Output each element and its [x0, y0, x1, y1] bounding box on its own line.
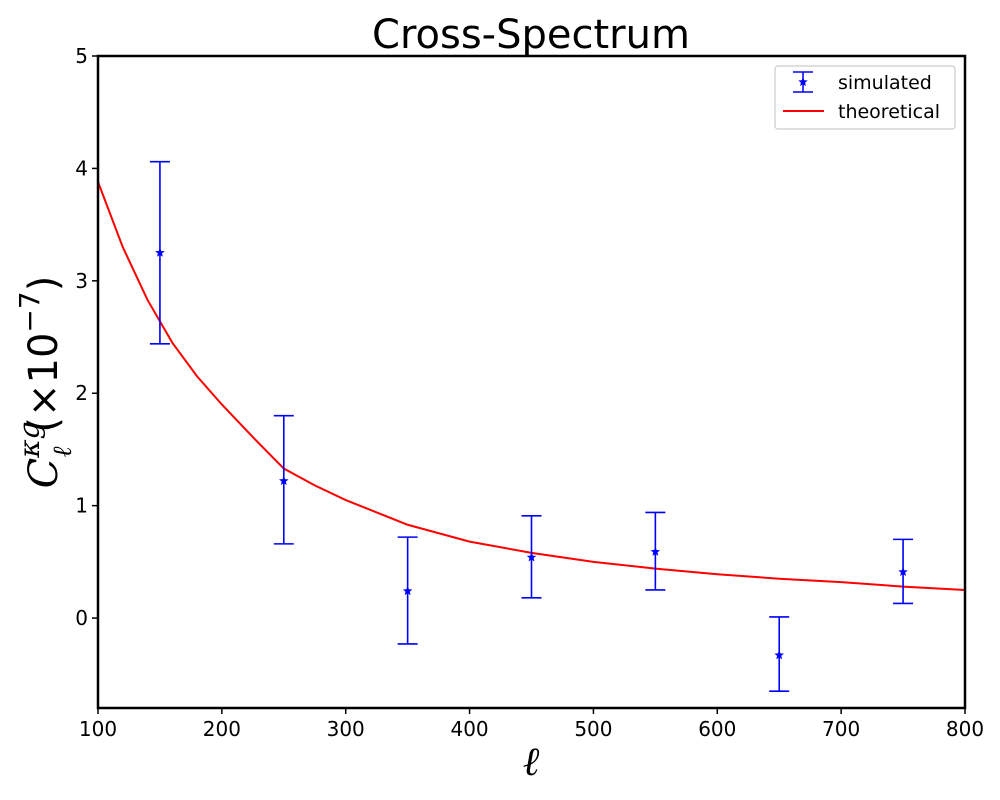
simulated-point [769, 616, 790, 692]
x-tick-label: 200 [203, 717, 241, 741]
x-tick-label: 800 [946, 717, 984, 741]
simulated-point [273, 414, 294, 545]
simulated-point [397, 536, 418, 645]
x-tick-label: 500 [574, 717, 612, 741]
x-tick-label: 400 [450, 717, 488, 741]
simulated-point [645, 511, 666, 591]
legend-box [774, 65, 956, 130]
y-tick-label: 4 [75, 156, 88, 180]
y-tick-label: 5 [75, 44, 88, 68]
theoretical-layer [97, 181, 966, 591]
y-tick-label: 0 [75, 606, 88, 630]
y-tick-label: 3 [75, 269, 88, 293]
theoretical-line [97, 181, 966, 591]
simulated-point [521, 514, 542, 599]
star-marker [774, 650, 784, 660]
y-label-base: C [21, 458, 67, 489]
simulated-layer [149, 160, 914, 692]
y-axis-label: Cκgℓ (×10−7) [13, 276, 78, 489]
x-tick-label: 700 [822, 717, 860, 741]
plot-background [98, 56, 965, 708]
x-tick-label: 300 [327, 717, 365, 741]
y-tick-label: 1 [75, 494, 88, 518]
star-marker [526, 552, 537, 562]
x-axis: 100 200 300 400 500 600 700 800 [79, 708, 984, 741]
star-marker [898, 566, 908, 577]
chart-title: Cross-Spectrum [372, 12, 690, 58]
plot-area [97, 56, 966, 708]
simulated-point [893, 538, 914, 605]
star-marker [155, 247, 165, 257]
x-tick-label: 100 [79, 717, 117, 741]
simulated-point [149, 160, 170, 345]
y-tick-label: 2 [75, 381, 88, 405]
y-label-close: ) [21, 276, 67, 292]
star-marker [402, 586, 413, 596]
y-label-superscript: κg [13, 421, 46, 458]
legend: simulated theoretical [774, 65, 956, 130]
star-marker [650, 546, 661, 556]
x-tick-label: 600 [698, 717, 736, 741]
y-label-multiplier: (×10 [21, 333, 67, 433]
legend-label-theoretical: theoretical [838, 101, 940, 123]
legend-label-simulated: simulated [838, 72, 932, 94]
star-marker [279, 475, 289, 485]
x-axis-label: ℓ [523, 739, 540, 785]
y-label-subscript: ℓ [48, 446, 78, 457]
legend-star-icon [798, 77, 808, 87]
plot-frame [96, 54, 967, 710]
y-axis: 0 1 2 3 4 5 [75, 44, 98, 630]
y-label-exponent: −7 [13, 291, 46, 332]
